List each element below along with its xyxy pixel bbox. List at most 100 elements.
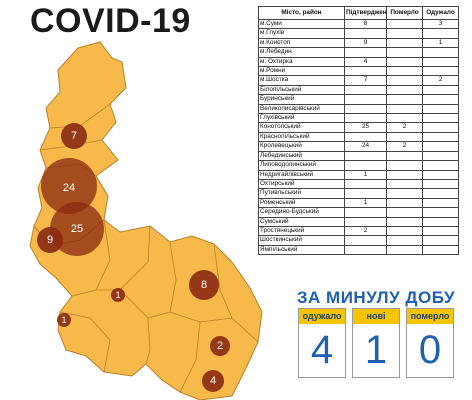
cell-died: 2 bbox=[386, 141, 423, 152]
cell-died bbox=[386, 225, 423, 237]
recovered-box: одужало 4 bbox=[298, 308, 346, 378]
cell-died bbox=[386, 94, 423, 105]
table-row: Шосткинський bbox=[258, 235, 459, 246]
bubble-label: 4 bbox=[210, 375, 216, 387]
table-row: Білопільський bbox=[258, 84, 459, 96]
cell-recovered bbox=[422, 225, 459, 237]
cell-recovered bbox=[422, 66, 459, 77]
table-row: м.Суми 8 3 bbox=[258, 18, 459, 30]
cell-died bbox=[386, 197, 423, 209]
table-row: Середино-Будський bbox=[258, 207, 459, 218]
recovered-value: 4 bbox=[310, 328, 334, 372]
district-border bbox=[96, 225, 151, 291]
case-bubble-konotop-district bbox=[50, 202, 104, 256]
cell-city: м.Ромни bbox=[258, 66, 345, 77]
page-title: COVID-19 bbox=[30, 2, 191, 40]
died-box: померло 0 bbox=[406, 308, 454, 378]
cell-city: Охтирський bbox=[258, 178, 345, 190]
cell-died bbox=[386, 178, 423, 190]
cell-confirmed bbox=[344, 150, 387, 162]
died-label: померло bbox=[407, 309, 453, 324]
cell-confirmed bbox=[344, 244, 387, 256]
new-label: нові bbox=[353, 309, 399, 324]
table-row: Охтирський bbox=[258, 178, 459, 190]
cell-died bbox=[386, 18, 423, 30]
cell-confirmed: 2 bbox=[344, 225, 387, 237]
case-bubble-krolevets bbox=[41, 158, 97, 214]
cell-recovered: 2 bbox=[422, 75, 459, 86]
cell-recovered bbox=[422, 207, 459, 218]
cell-city: м. Охтирка bbox=[258, 56, 345, 68]
cell-city: Путивльський bbox=[258, 188, 345, 199]
cell-died bbox=[386, 131, 423, 143]
cell-city: м.Шостка bbox=[258, 75, 345, 86]
cell-recovered: 1 bbox=[422, 37, 459, 49]
cell-confirmed bbox=[344, 178, 387, 190]
cell-city: Сумський bbox=[258, 216, 345, 227]
cell-recovered bbox=[422, 113, 459, 124]
case-bubble-sumy bbox=[189, 270, 219, 300]
table-row: Глухівський bbox=[258, 113, 459, 124]
cell-died bbox=[386, 169, 423, 180]
cell-city: Липоводолинський bbox=[258, 160, 345, 171]
header-died: Померло bbox=[386, 6, 423, 20]
district-border bbox=[59, 311, 111, 373]
cell-recovered bbox=[422, 84, 459, 96]
cell-recovered bbox=[422, 122, 459, 133]
cell-confirmed bbox=[344, 131, 387, 143]
died-value: 0 bbox=[418, 328, 442, 372]
table-row: Краснопільський bbox=[258, 131, 459, 143]
cell-died bbox=[386, 56, 423, 68]
cell-confirmed: 25 bbox=[344, 122, 387, 133]
cell-city: Недригайлівський bbox=[258, 169, 345, 180]
new-value: 1 bbox=[364, 328, 388, 372]
cell-city: м.Глухів bbox=[258, 28, 345, 39]
table-row: Путивльський bbox=[258, 188, 459, 199]
table-header-row: Місто, район Підтверджено Померло Одужал… bbox=[258, 6, 459, 20]
cell-died bbox=[386, 160, 423, 171]
cell-city: м.Лебедин bbox=[258, 47, 345, 58]
table-row: Кролевецький 24 2 bbox=[258, 141, 459, 152]
cell-city: Глухівський bbox=[258, 113, 345, 124]
table-row: Недригайлівський 1 bbox=[258, 169, 459, 180]
bubble-label: 24 bbox=[63, 182, 75, 194]
district-border bbox=[213, 243, 233, 319]
cell-confirmed: 9 bbox=[344, 37, 387, 49]
cell-city: Шосткинський bbox=[258, 235, 345, 246]
cell-died bbox=[386, 235, 423, 246]
cell-died bbox=[386, 28, 423, 39]
case-bubble-okhtyrka bbox=[202, 370, 224, 392]
cell-confirmed bbox=[344, 235, 387, 246]
cell-confirmed bbox=[344, 216, 387, 227]
header-confirmed: Підтверджено bbox=[344, 6, 387, 20]
cell-city: м.Конотоп bbox=[258, 37, 345, 49]
cases-table: Місто, район Підтверджено Померло Одужал… bbox=[258, 6, 459, 256]
bubble-label: 9 bbox=[47, 234, 53, 246]
cell-recovered bbox=[422, 160, 459, 171]
cell-confirmed: 8 bbox=[344, 18, 387, 30]
cell-confirmed bbox=[344, 160, 387, 171]
table-row: м.Ромни bbox=[258, 66, 459, 77]
cell-city: Буринський bbox=[258, 94, 345, 105]
cell-confirmed bbox=[344, 28, 387, 39]
cell-confirmed bbox=[344, 94, 387, 105]
table-row: Буринський bbox=[258, 94, 459, 105]
cell-died bbox=[386, 150, 423, 162]
case-bubble-nedryhailiv bbox=[57, 313, 71, 327]
table-row: Ямпільський bbox=[258, 244, 459, 256]
bubble-label: 1 bbox=[115, 290, 120, 300]
map-south-area bbox=[29, 219, 263, 400]
cell-died bbox=[386, 216, 423, 227]
district-border bbox=[179, 321, 201, 393]
bubble-label: 25 bbox=[71, 223, 83, 235]
cell-died bbox=[386, 75, 423, 86]
cell-city: Краснопільський bbox=[258, 131, 345, 143]
cell-recovered bbox=[422, 141, 459, 152]
cell-confirmed bbox=[344, 113, 387, 124]
table-row: м.Шостка 7 2 bbox=[258, 75, 459, 86]
table-row: Лебединський bbox=[258, 150, 459, 162]
cell-city: Тростянецький bbox=[258, 225, 345, 237]
cell-city: Середино-Будський bbox=[258, 207, 345, 218]
cell-city: Конотопський bbox=[258, 122, 345, 133]
district-border bbox=[71, 219, 111, 297]
